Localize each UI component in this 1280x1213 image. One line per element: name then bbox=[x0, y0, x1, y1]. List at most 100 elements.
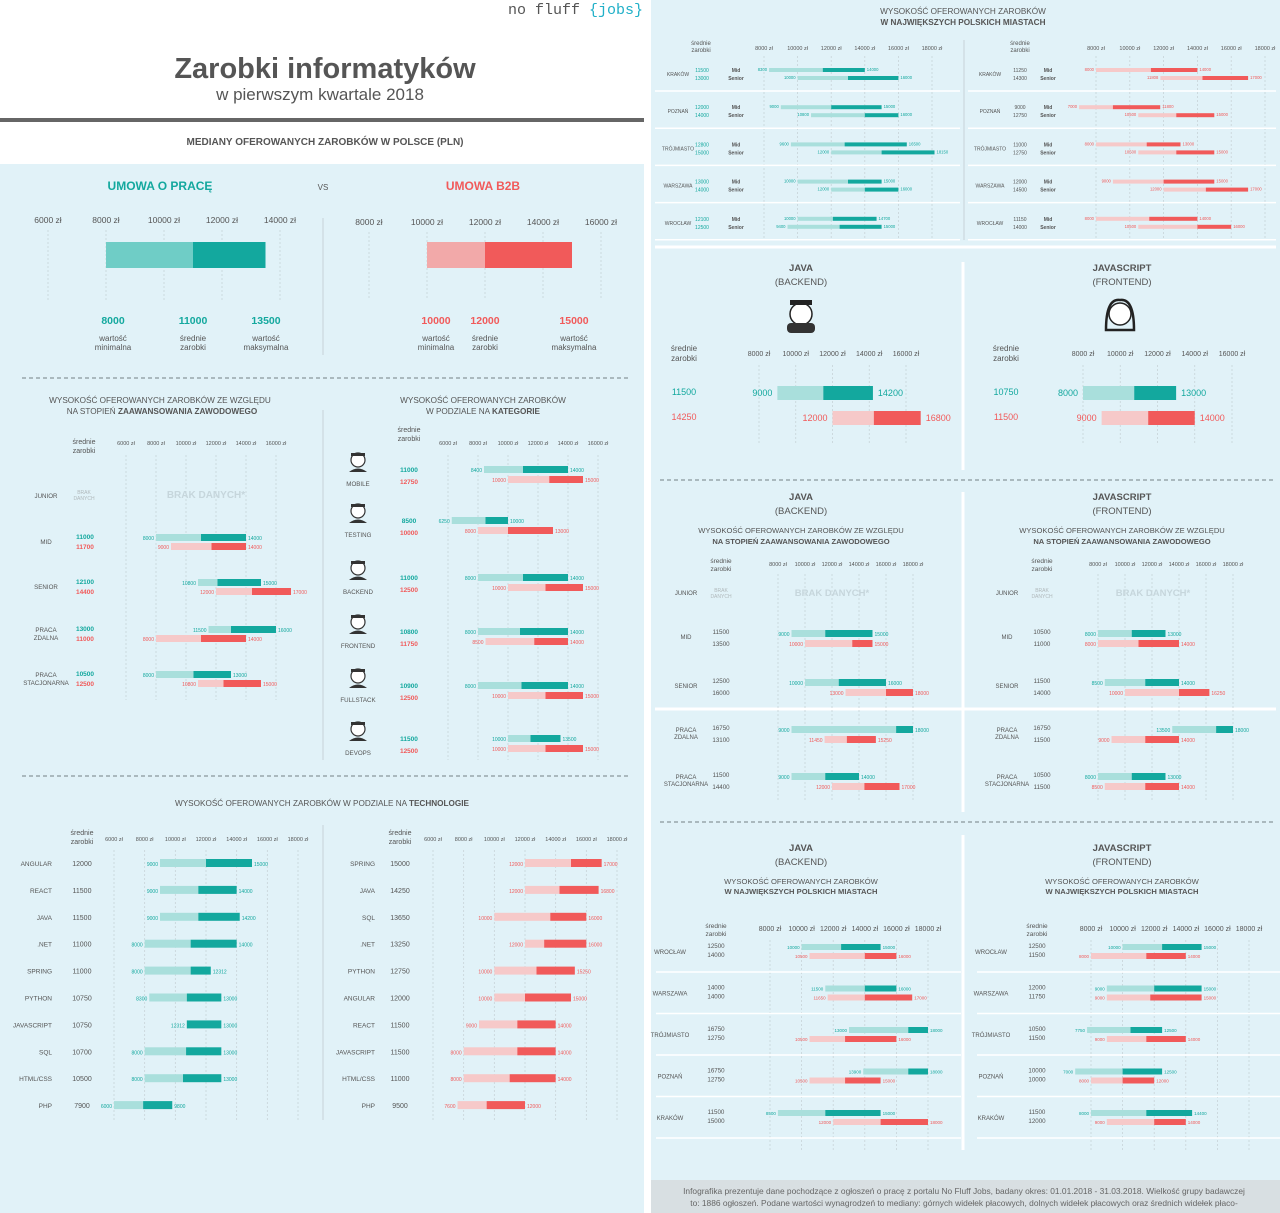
java-cities-tick-label: 8000 zł bbox=[759, 926, 782, 933]
seniority-tick-label: 8000 zł bbox=[147, 441, 166, 447]
tech-b2b-median: 9500 bbox=[392, 1103, 408, 1110]
b2b-range-high-bar bbox=[509, 1074, 556, 1083]
uop-range-low-bar bbox=[1091, 1110, 1147, 1116]
uop-range-low-bar bbox=[791, 773, 826, 780]
city-mid-label: Mid bbox=[1044, 217, 1053, 223]
b2b-range-max-label: 11800 bbox=[1162, 104, 1174, 109]
java-developer-avatar-icon bbox=[787, 300, 815, 333]
city-mid-median: 11500 bbox=[695, 68, 709, 74]
b2b-range-min-label: 12000 bbox=[816, 785, 830, 791]
b2b-range-max-label: 14000 bbox=[248, 545, 262, 551]
b2b-median: 11000 bbox=[1034, 641, 1051, 648]
uop-range-low-bar bbox=[787, 224, 840, 229]
uop-range-low-bar bbox=[114, 1101, 144, 1110]
uop-median: 12500 bbox=[1028, 943, 1046, 950]
cities-b2b-tick-label: 12000 zł bbox=[1153, 46, 1175, 52]
uop-median: 16750 bbox=[707, 1026, 725, 1033]
b2b-range-max-label: 18000 bbox=[915, 691, 929, 697]
uop-range-high-bar bbox=[844, 142, 907, 147]
uop-range-high-bar bbox=[839, 224, 882, 229]
java-seniority-col-header: zarobki bbox=[711, 566, 732, 573]
brand-jobs: {jobs} bbox=[589, 2, 643, 19]
b2b-range-max-label: 16000 bbox=[1233, 224, 1245, 229]
java-cities-tick-label: 10000 zł bbox=[788, 926, 815, 933]
uop-range-low-bar bbox=[797, 76, 848, 80]
footer-line2: to: 1886 ogłoszeń. Podane wartości wynag… bbox=[690, 1198, 1238, 1208]
b2b-range-low-bar bbox=[827, 994, 865, 1001]
category-label: DEVOPS bbox=[345, 750, 371, 757]
city-senior-label: Senior bbox=[728, 225, 744, 231]
uop-range-min-label: 9400 bbox=[776, 224, 786, 229]
category-title: WYSOKOŚĆ OFEROWANYCH ZAROBKÓW bbox=[400, 394, 566, 405]
category-col-header: średnie bbox=[398, 427, 421, 434]
b2b-value-caption: wartość bbox=[559, 334, 588, 343]
category-tick-label: 16000 zł bbox=[588, 441, 610, 447]
uop-range-high-bar bbox=[1146, 1110, 1193, 1116]
b2b-median: 11750 bbox=[1029, 994, 1046, 1001]
category-label: BACKEND bbox=[343, 589, 373, 596]
java-seniority-subtitle: (BACKEND) bbox=[775, 506, 827, 517]
b2b-range-min-label: 8000 bbox=[1085, 216, 1095, 221]
cities-uop-tick-label: 16000 zł bbox=[888, 46, 910, 52]
city-name: POZNAŃ bbox=[657, 1074, 682, 1081]
java-cities-tick-label: 18000 zł bbox=[915, 926, 942, 933]
uop-range-max-label: 13000 bbox=[223, 1050, 237, 1056]
b2b-range-min-label: 10000 bbox=[478, 970, 492, 976]
b2b-range-high-bar bbox=[201, 635, 246, 642]
uop-range-max-label: 12312 bbox=[213, 970, 227, 976]
city-name: WARSZAWA bbox=[974, 992, 1009, 998]
tech-name: HTML/CSS bbox=[342, 1076, 376, 1083]
uop-range-low-bar bbox=[1106, 985, 1155, 992]
b2b-range-min-label: 12000 bbox=[509, 943, 523, 949]
uop-range-max-label: 14000 bbox=[570, 630, 584, 636]
b2b-range-low-bar bbox=[508, 745, 546, 752]
b2b-range-high-bar bbox=[864, 953, 897, 959]
b2b-median: 16000 bbox=[712, 690, 730, 697]
b2b-range-min-label: 7600 bbox=[444, 1104, 455, 1110]
uop-range-low-bar bbox=[811, 113, 865, 118]
js-seniority-tick-label: 10000 zł bbox=[1115, 562, 1137, 568]
city-mid-label: Mid bbox=[1044, 105, 1053, 111]
uop-range-low-bar bbox=[791, 630, 826, 637]
b2b-range-max-label: 17000 bbox=[1250, 75, 1262, 80]
uop-range-min-label: 8000 bbox=[1079, 1111, 1090, 1116]
b2b-range-low-bar bbox=[809, 1036, 846, 1042]
java-title: JAVA bbox=[789, 263, 813, 274]
uop-median: 16750 bbox=[1033, 725, 1051, 732]
seniority-row-label: ZDALNA bbox=[995, 735, 1019, 741]
uop-range-max-label: 14200 bbox=[878, 388, 903, 398]
uop-range-high-bar bbox=[186, 993, 222, 1002]
b2b-range-low-bar bbox=[1096, 68, 1151, 72]
b2b-range-max-label: 13000 bbox=[555, 529, 569, 535]
city-name: TRÓJMIASTO bbox=[974, 145, 1006, 152]
tech-uop-median: 11500 bbox=[73, 915, 92, 922]
uop-range-low-bar bbox=[831, 150, 882, 155]
seniority-row-label: SENIOR bbox=[674, 684, 698, 690]
uop-range-min-label: 11500 bbox=[811, 987, 824, 992]
tech-uop-median: 11000 bbox=[73, 969, 92, 976]
b2b-median: 11500 bbox=[994, 412, 1018, 422]
city-senior-median: 12750 bbox=[1013, 113, 1027, 119]
b2b-median: 12750 bbox=[707, 1077, 725, 1084]
js-seniority-tick-label: 8000 zł bbox=[1089, 562, 1108, 568]
tech-b2b-median: 11000 bbox=[391, 1076, 410, 1083]
tech-uop-median: 10750 bbox=[72, 1022, 92, 1029]
uop-range-min-label: 6250 bbox=[439, 519, 450, 525]
city-senior-median: 12750 bbox=[1013, 150, 1027, 156]
city-name: TRÓJMIASTO bbox=[972, 1032, 1011, 1039]
city-name: KRAKÓW bbox=[979, 71, 1002, 78]
uop-range-min-label: 8500 bbox=[1092, 681, 1103, 687]
uop-median: 12100 bbox=[76, 579, 94, 586]
b2b-range-max-label: 15000 bbox=[875, 642, 889, 648]
city-senior-median: 14500 bbox=[1013, 188, 1027, 194]
b2b-range-max-label: 13000 bbox=[1183, 141, 1195, 146]
b2b-range-low-bar bbox=[833, 1119, 881, 1125]
uop-range-min-label: 10000 bbox=[789, 681, 803, 687]
uop-range-low-bar bbox=[144, 939, 191, 948]
city-senior-median: 12500 bbox=[695, 225, 709, 231]
uop-range-min-label: 9000 bbox=[778, 775, 789, 781]
uop-range-low-bar bbox=[144, 1047, 187, 1056]
uop-range-high-bar bbox=[864, 985, 897, 992]
b2b-median: 12500 bbox=[400, 748, 418, 755]
